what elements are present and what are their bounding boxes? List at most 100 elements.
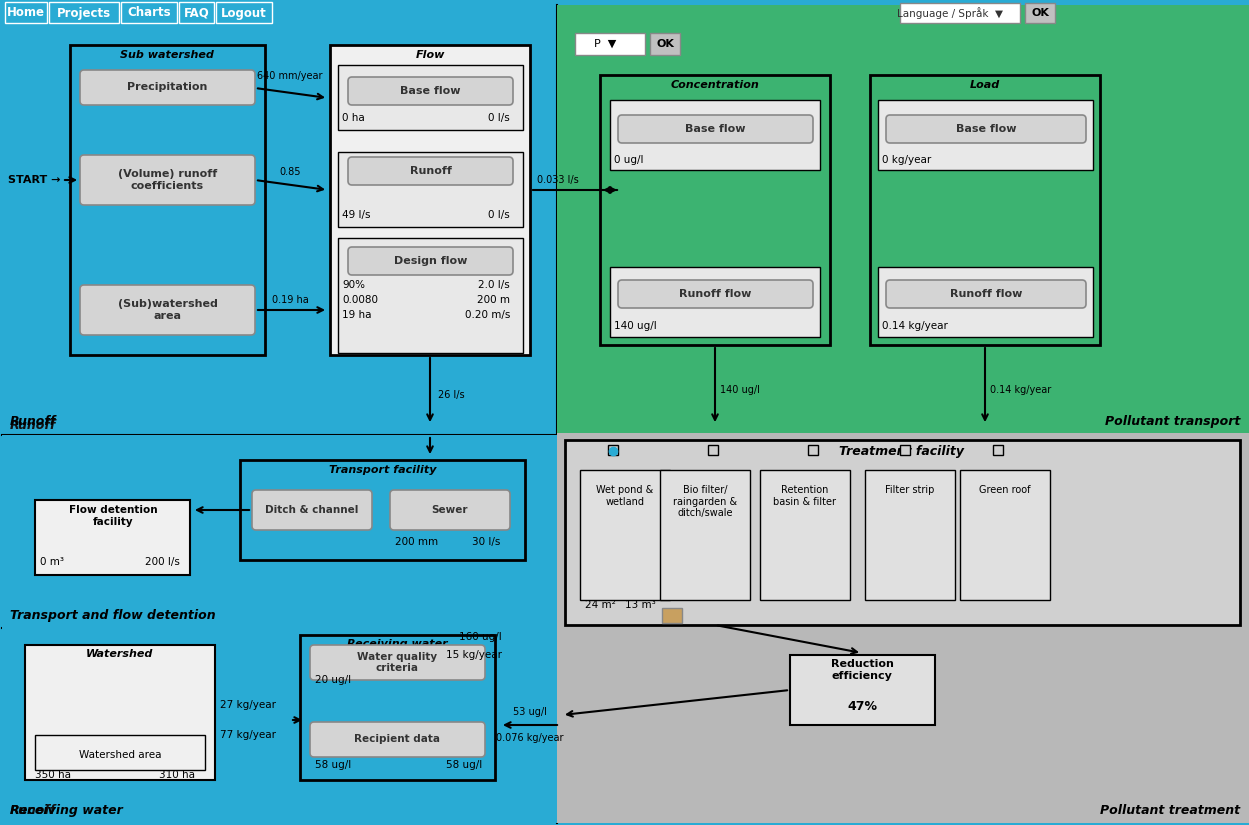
Text: 15 kg/year: 15 kg/year	[446, 650, 502, 660]
Text: 13 m³: 13 m³	[624, 600, 656, 610]
Bar	[0, 0, 1249, 25]
Text: 0.20 m/s: 0.20 m/s	[465, 310, 510, 320]
Bar	[791, 655, 936, 725]
Bar	[35, 500, 190, 575]
Text: 90%: 90%	[342, 280, 365, 290]
FancyBboxPatch shape	[80, 70, 255, 105]
Bar	[662, 608, 682, 623]
Text: 26 l/s: 26 l/s	[438, 390, 465, 400]
Text: 30 l/s: 30 l/s	[472, 537, 500, 547]
Text: 20 ug/l: 20 ug/l	[315, 675, 351, 685]
Bar	[565, 440, 1240, 625]
FancyBboxPatch shape	[348, 77, 513, 105]
Bar	[866, 470, 955, 600]
Text: Transport facility: Transport facility	[330, 465, 437, 475]
Text: 77 kg/year: 77 kg/year	[220, 730, 276, 740]
Bar	[35, 735, 205, 770]
Bar	[2, 435, 557, 628]
Text: 19 ha: 19 ha	[342, 310, 371, 320]
Text: Flow: Flow	[416, 50, 445, 60]
Bar	[557, 5, 1249, 435]
Text: 0 ha: 0 ha	[342, 113, 365, 123]
Text: 160 ug/l: 160 ug/l	[460, 632, 502, 642]
Text: OK: OK	[1032, 8, 1049, 18]
Text: 2.0 l/s: 2.0 l/s	[478, 280, 510, 290]
Text: Flow detention
facility: Flow detention facility	[69, 505, 157, 526]
Text: 200 mm: 200 mm	[395, 537, 438, 547]
Text: Runoff: Runoff	[10, 415, 56, 428]
FancyBboxPatch shape	[310, 722, 485, 757]
Bar	[901, 3, 1020, 23]
Text: 27 kg/year: 27 kg/year	[220, 700, 276, 710]
Bar	[808, 445, 818, 455]
FancyBboxPatch shape	[80, 155, 255, 205]
Text: Watershed: Watershed	[86, 649, 154, 659]
Text: 140 ug/l: 140 ug/l	[615, 321, 657, 331]
Text: Runoff: Runoff	[10, 804, 56, 817]
Text: Watershed area: Watershed area	[79, 750, 161, 760]
Bar	[901, 445, 911, 455]
Bar	[608, 445, 618, 455]
Bar	[557, 30, 1244, 435]
Text: Design flow: Design flow	[393, 256, 467, 266]
Bar	[557, 433, 1249, 823]
Text: Pollutant treatment: Pollutant treatment	[1100, 804, 1240, 817]
Bar	[2, 30, 557, 435]
Text: 0 l/s: 0 l/s	[488, 113, 510, 123]
Bar	[25, 645, 215, 780]
Text: Retention
basin & filter: Retention basin & filter	[773, 485, 837, 507]
Text: P  ▼: P ▼	[593, 39, 616, 49]
Text: Runoff flow: Runoff flow	[679, 289, 752, 299]
Bar	[659, 470, 749, 600]
Text: 200 m: 200 m	[477, 295, 510, 305]
FancyBboxPatch shape	[348, 157, 513, 185]
Text: Receiving water: Receiving water	[347, 639, 447, 649]
Bar	[993, 445, 1003, 455]
Bar	[960, 470, 1050, 600]
Text: Sewer: Sewer	[432, 505, 468, 515]
Bar	[179, 2, 214, 23]
Bar	[240, 460, 525, 560]
Bar	[708, 445, 718, 455]
Text: Charts: Charts	[127, 7, 171, 20]
Text: Transport and flow detention: Transport and flow detention	[10, 609, 216, 622]
Bar	[557, 436, 1244, 823]
FancyBboxPatch shape	[310, 645, 485, 680]
Text: FAQ: FAQ	[184, 7, 210, 20]
FancyBboxPatch shape	[618, 280, 813, 308]
Text: Base flow: Base flow	[686, 124, 746, 134]
Text: Logout: Logout	[221, 7, 267, 20]
Bar	[338, 65, 523, 130]
Text: 47%: 47%	[847, 700, 877, 713]
Bar	[216, 2, 272, 23]
Text: 310 ha: 310 ha	[159, 770, 195, 780]
Text: Ditch & channel: Ditch & channel	[265, 505, 358, 515]
Bar	[2, 628, 557, 823]
Text: 49 l/s: 49 l/s	[342, 210, 371, 220]
Bar	[575, 33, 644, 55]
Bar	[871, 75, 1100, 345]
Bar	[121, 2, 177, 23]
Text: Home: Home	[7, 7, 45, 20]
FancyBboxPatch shape	[886, 115, 1085, 143]
Text: Wet pond &
wetland: Wet pond & wetland	[596, 485, 653, 507]
Bar	[610, 100, 821, 170]
Bar	[878, 267, 1093, 337]
Bar	[610, 267, 821, 337]
Text: Projects: Projects	[57, 7, 111, 20]
Text: 0.14 kg/year: 0.14 kg/year	[882, 321, 948, 331]
Bar	[330, 45, 530, 355]
Text: Base flow: Base flow	[400, 86, 461, 96]
Bar	[300, 635, 495, 780]
Text: Water quality
criteria: Water quality criteria	[357, 652, 437, 673]
FancyBboxPatch shape	[618, 115, 813, 143]
FancyBboxPatch shape	[886, 280, 1085, 308]
Text: 0 kg/year: 0 kg/year	[882, 155, 932, 165]
Text: Language / Språk  ▼: Language / Språk ▼	[897, 7, 1003, 19]
Text: 58 ug/l: 58 ug/l	[315, 760, 351, 770]
Text: Receiving water: Receiving water	[10, 804, 122, 817]
Text: Base flow: Base flow	[955, 124, 1017, 134]
Text: 200 l/s: 200 l/s	[145, 557, 180, 567]
Bar	[600, 75, 831, 345]
Text: Runoff: Runoff	[10, 419, 56, 432]
